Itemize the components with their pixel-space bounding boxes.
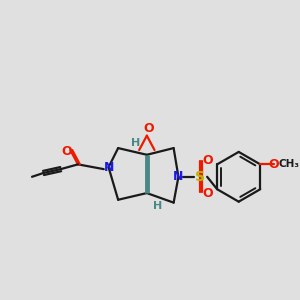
Text: N: N bbox=[103, 161, 114, 174]
Text: CH₃: CH₃ bbox=[278, 159, 299, 170]
Text: H: H bbox=[131, 138, 140, 148]
Text: O: O bbox=[143, 122, 154, 135]
Text: N: N bbox=[173, 170, 184, 183]
Text: H: H bbox=[153, 200, 162, 211]
Text: O: O bbox=[203, 187, 213, 200]
Text: O: O bbox=[203, 154, 213, 167]
Text: O: O bbox=[268, 158, 279, 171]
Text: S: S bbox=[195, 170, 206, 184]
Text: O: O bbox=[61, 146, 72, 158]
